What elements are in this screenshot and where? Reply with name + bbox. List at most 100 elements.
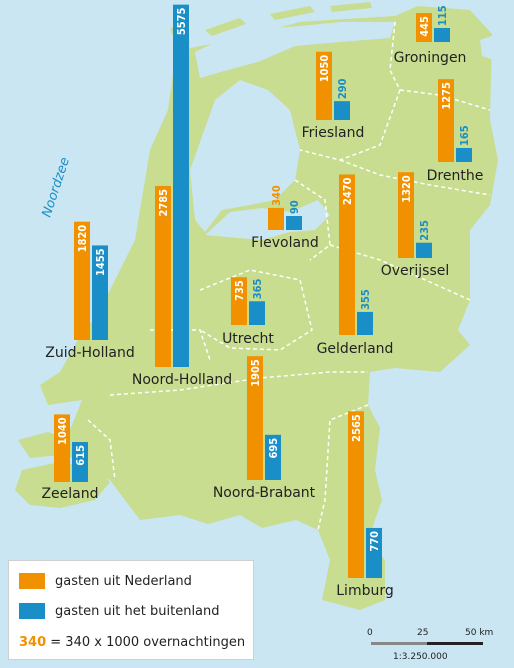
- border-utrecht: [199, 269, 313, 351]
- bar-noord-holland-foreign: [173, 4, 189, 367]
- province-label-noord-brabant: Noord-Brabant: [213, 485, 316, 501]
- bar-layer: 445 115 1050 290 1275 165 1320 235 340 90 2470 355 7…: [54, 4, 472, 578]
- bar-overijssel-domestic: [398, 172, 414, 258]
- bar-friesland-domestic: [316, 51, 332, 120]
- scale-bar-line: [371, 642, 483, 645]
- bar-label-zuid-holland-domestic: 1820: [76, 225, 89, 253]
- bar-overijssel-foreign: [416, 242, 432, 258]
- mainland: [40, 6, 498, 610]
- bar-utrecht-domestic: [231, 277, 247, 325]
- bar-label-overijssel-domestic: 1320: [400, 175, 413, 203]
- bar-label-groningen-domestic: 445: [418, 16, 431, 37]
- bar-gelderland-domestic: [339, 174, 355, 335]
- bar-label-limburg-foreign: 770: [368, 531, 381, 552]
- bar-label-zuid-holland-foreign: 1455: [94, 248, 107, 276]
- bar-label-drenthe-foreign: 165: [458, 125, 471, 146]
- bar-label-limburg-domestic: 2565: [350, 414, 363, 442]
- border-flevoland: [294, 179, 331, 261]
- border-zeeland: [87, 419, 116, 481]
- province-label-groningen: Groningen: [394, 50, 467, 66]
- province-label-overijssel: Overijssel: [381, 263, 450, 279]
- bar-label-zeeland-foreign: 615: [74, 445, 87, 466]
- province-label-friesland: Friesland: [302, 125, 365, 141]
- bar-groningen-foreign: [434, 28, 450, 42]
- legend-swatch-domestic: [19, 573, 45, 589]
- province-label-zuid-holland: Zuid-Holland: [45, 345, 135, 361]
- bar-gelderland-foreign: [357, 311, 373, 335]
- province-label-limburg: Limburg: [336, 583, 393, 599]
- ijsselmeer: [190, 80, 300, 232]
- bar-label-utrecht-domestic: 735: [233, 280, 246, 301]
- bar-noord-brabant-domestic: [247, 356, 263, 480]
- wadden-sea: [195, 22, 395, 78]
- province-label-noord-holland: Noord-Holland: [132, 372, 232, 388]
- bar-zuid-holland-foreign: [92, 245, 108, 340]
- dollard: [480, 36, 494, 60]
- bar-label-overijssel-foreign: 235: [418, 220, 431, 241]
- bar-label-gelderland-domestic: 2470: [341, 177, 354, 205]
- legend-item-domestic: gasten uit Nederland: [19, 573, 192, 589]
- border-friesland-drenthe: [299, 89, 401, 161]
- bar-limburg-domestic: [348, 411, 364, 578]
- border-limburg: [317, 404, 369, 531]
- province-label-utrecht: Utrecht: [222, 331, 274, 347]
- bar-flevoland-domestic: [268, 207, 284, 230]
- bar-label-noord-holland-domestic: 2785: [157, 189, 170, 217]
- bar-noord-holland-domestic: [155, 185, 171, 367]
- bar-label-flevoland-foreign: 90: [288, 200, 301, 214]
- sea-label: Noordzee: [40, 156, 73, 220]
- bar-flevoland-foreign: [286, 216, 302, 230]
- bar-zeeland-foreign: [72, 442, 88, 482]
- bar-label-groningen-foreign: 115: [436, 5, 449, 26]
- bar-limburg-foreign: [366, 527, 382, 578]
- legend-swatch-foreign: [19, 603, 45, 619]
- scale-bar: 0 25 50 km 1:3.250.000: [365, 628, 505, 664]
- bar-label-flevoland-domestic: 340: [270, 185, 283, 206]
- bar-groningen-domestic: [416, 13, 432, 42]
- bar-zuid-holland-domestic: [74, 221, 90, 340]
- province-label-layer: Groningen Friesland Drenthe Overijssel Flevo…: [41, 50, 483, 599]
- bar-label-friesland-domestic: 1050: [318, 55, 331, 83]
- scale-tick-0: 0: [367, 628, 373, 638]
- legend-example-text: = 340 x 1000 overnachtingen: [46, 635, 246, 650]
- legend: gasten uit Nederland gasten uit het buit…: [8, 560, 254, 660]
- border-overijssel-gelderland: [329, 244, 471, 301]
- legend-label-domestic: gasten uit Nederland: [55, 573, 192, 589]
- scale-tick-50: 50 km: [465, 628, 494, 638]
- bar-label-noord-brabant-domestic: 1905: [249, 359, 262, 387]
- wadden-island-2: [270, 6, 315, 20]
- province-borders: [87, 21, 491, 531]
- border-north-brabant: [109, 371, 368, 396]
- province-label-flevoland: Flevoland: [251, 235, 319, 251]
- scale-tick-25: 25: [417, 628, 429, 638]
- bar-label-friesland-foreign: 290: [336, 78, 349, 99]
- legend-example: 340 = 340 x 1000 overnachtingen: [19, 635, 245, 650]
- bar-label-zeeland-domestic: 1040: [56, 417, 69, 445]
- legend-label-foreign: gasten uit het buitenland: [55, 603, 220, 619]
- province-label-zeeland: Zeeland: [41, 486, 98, 502]
- bar-label-drenthe-domestic: 1275: [440, 82, 453, 110]
- legend-example-value: 340: [19, 635, 47, 650]
- border-drenthe-overijssel: [339, 159, 491, 196]
- bar-utrecht-foreign: [249, 301, 265, 325]
- bar-noord-brabant-foreign: [265, 434, 281, 480]
- wadden-island-1: [205, 18, 246, 36]
- bar-drenthe-domestic: [438, 79, 454, 162]
- bar-label-utrecht-foreign: 365: [251, 279, 264, 300]
- bar-label-noord-holland-foreign: 5575: [175, 8, 188, 36]
- wadden-island-3: [330, 2, 372, 12]
- inland-water: [190, 22, 494, 240]
- province-label-gelderland: Gelderland: [317, 341, 394, 357]
- bar-drenthe-foreign: [456, 148, 472, 162]
- legend-item-foreign: gasten uit het buitenland: [19, 603, 220, 619]
- bar-label-noord-brabant-foreign: 695: [267, 438, 280, 459]
- province-label-drenthe: Drenthe: [427, 168, 484, 184]
- scale-ratio: 1:3.250.000: [393, 652, 448, 662]
- scale-bar-segment: [371, 642, 427, 645]
- bar-label-gelderland-foreign: 355: [359, 289, 372, 310]
- border-groningen-friesland: [389, 21, 401, 91]
- bar-zeeland-domestic: [54, 414, 70, 482]
- bar-friesland-foreign: [334, 101, 350, 120]
